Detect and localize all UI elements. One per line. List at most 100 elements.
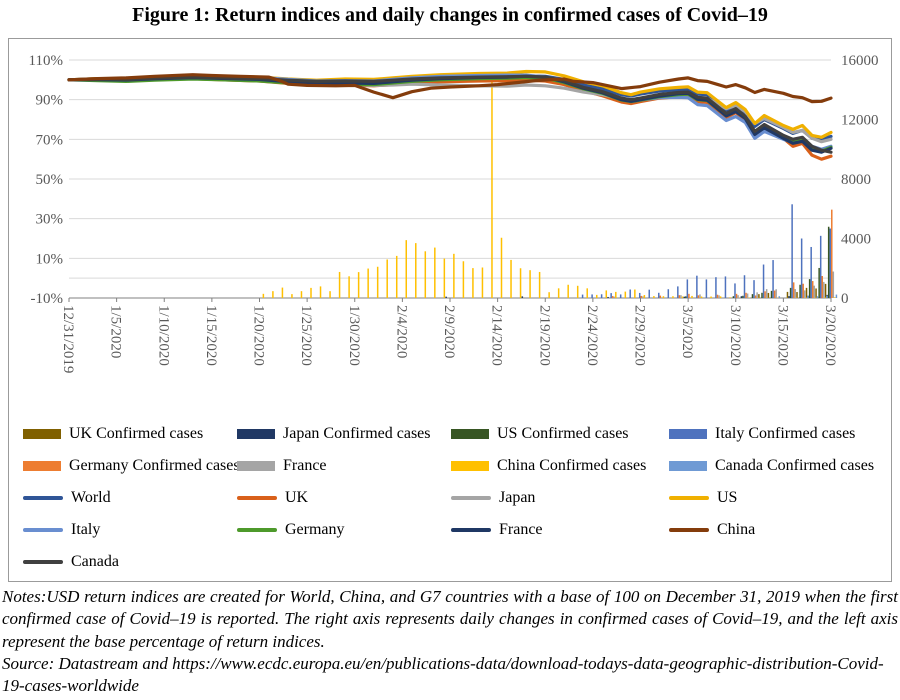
legend-label: Italy — [71, 520, 101, 538]
legend-label: World — [71, 488, 111, 506]
bar-italy-confirmed-cases — [677, 286, 679, 298]
bar-japan-confirmed-cases — [788, 296, 790, 298]
bar-china-confirmed-cases — [605, 290, 608, 298]
y-right-tick-label: 8000 — [841, 172, 871, 188]
legend-item: Japan Confirmed cases — [237, 424, 451, 443]
x-tick-label: 1/10/2020 — [155, 305, 171, 366]
bar-italy-confirmed-cases — [829, 228, 831, 298]
bar-japan-confirmed-cases — [607, 296, 609, 298]
bar-canada-confirmed-cases — [826, 295, 828, 298]
bar-germany-confirmed-cases — [659, 295, 662, 298]
bar-uk-confirmed-cases — [758, 294, 760, 298]
bar-china-confirmed-cases — [443, 258, 446, 298]
line-swatch-china — [669, 527, 709, 532]
line-swatch-italy — [23, 527, 63, 532]
bar-germany-confirmed-cases — [716, 294, 719, 298]
bar-china-confirmed-cases — [367, 268, 369, 298]
y-left-tick-label: 70% — [36, 132, 64, 148]
bar-germany-confirmed-cases — [773, 290, 776, 298]
bar-china-confirmed-cases — [462, 261, 465, 298]
bar-us-confirmed-cases — [808, 279, 811, 298]
y-right-tick-label: 4000 — [841, 232, 871, 248]
bar-uk-confirmed-cases — [786, 291, 789, 298]
bar-italy-confirmed-cases — [696, 275, 698, 298]
bar-swatch-germany-confirmed-cases — [23, 460, 61, 471]
bar-china-confirmed-cases — [434, 247, 436, 298]
bar-us-confirmed-cases — [761, 292, 763, 298]
legend-label: Germany — [285, 520, 345, 538]
bar-china-confirmed-cases — [567, 284, 569, 298]
legend-label: US Confirmed cases — [497, 424, 629, 442]
legend-item: UK Confirmed cases — [23, 424, 237, 443]
bar-china-confirmed-cases — [557, 288, 560, 298]
line-swatch-france — [451, 527, 491, 532]
bar-china-confirmed-cases — [643, 295, 646, 298]
bar-italy-confirmed-cases — [648, 289, 650, 298]
bar-italy-confirmed-cases — [658, 292, 660, 298]
bar-france — [823, 281, 825, 298]
x-tick-label: 1/25/2020 — [298, 305, 314, 366]
bar-germany-confirmed-cases — [792, 282, 795, 298]
bar-uk-confirmed-cases — [767, 292, 770, 298]
bar-italy-confirmed-cases — [791, 204, 793, 298]
bar-italy-confirmed-cases — [591, 294, 593, 298]
bar-china-confirmed-cases — [538, 271, 541, 298]
bar-china-confirmed-cases — [281, 287, 284, 298]
bar-china-confirmed-cases — [653, 296, 655, 298]
bar-italy-confirmed-cases — [772, 260, 774, 298]
figure-title: Figure 1: Return indices and daily chang… — [132, 4, 768, 26]
bar-canada-confirmed-cases — [835, 294, 838, 298]
legend-item: World — [23, 488, 237, 507]
bar-france — [613, 296, 615, 298]
bar-canada-confirmed-cases — [816, 296, 819, 298]
bar-germany-confirmed-cases — [745, 292, 747, 298]
bar-italy-confirmed-cases — [800, 238, 803, 298]
bar-china-confirmed-cases — [338, 271, 341, 298]
x-tick-label: 3/5/2020 — [679, 305, 695, 358]
bar-italy-confirmed-cases — [638, 292, 641, 298]
bar-france — [794, 289, 796, 298]
y-right-tick-label: 0 — [841, 291, 849, 307]
bar-china-confirmed-cases — [376, 266, 379, 298]
legend-item: France — [237, 456, 451, 475]
bar-us-confirmed-cases — [770, 290, 773, 298]
bar-france — [680, 295, 682, 298]
line-series-uk — [67, 76, 833, 161]
legend-label: France — [283, 456, 327, 474]
bar-france — [737, 295, 739, 298]
bar-china-confirmed-cases — [500, 237, 503, 298]
bar-china-confirmed-cases — [510, 259, 512, 298]
bar-swatch-china-confirmed-cases — [451, 460, 489, 471]
bar-china-confirmed-cases — [576, 285, 579, 298]
bar-france — [718, 295, 720, 298]
bar-italy-confirmed-cases — [581, 294, 584, 298]
bar-china-confirmed-cases — [519, 268, 522, 298]
bar-china-confirmed-cases — [805, 297, 808, 298]
bar-us-confirmed-cases — [827, 226, 830, 298]
y-right-tick-label: 12000 — [841, 113, 879, 129]
bar-italy-confirmed-cases — [724, 276, 727, 298]
bar-italy-confirmed-cases — [686, 279, 689, 298]
x-tick-label: 1/15/2020 — [203, 305, 219, 366]
chart-container: 110% 90% 70% 50% 30% 10% -10% 16000 12000 8000 400… — [8, 38, 892, 582]
line-swatch-uk — [237, 495, 277, 500]
bar-us-confirmed-cases — [818, 267, 820, 298]
bar-france — [765, 289, 768, 298]
y-left-tick-label: 90% — [36, 93, 64, 109]
bar-germany-confirmed-cases — [831, 209, 833, 298]
bar-italy-confirmed-cases — [762, 264, 765, 298]
bar-germany-confirmed-cases — [802, 283, 804, 298]
bar-china-confirmed-cases — [357, 272, 360, 298]
chart-plot: 110% 90% 70% 50% 30% 10% -10% 16000 12000 8000 400… — [29, 53, 879, 373]
legend-item: Japan — [451, 488, 669, 507]
legend-label: US — [717, 488, 738, 506]
y-right-tick-label: 16000 — [841, 53, 879, 69]
bar-italy-confirmed-cases — [753, 280, 755, 298]
legend-item: China Confirmed cases — [451, 456, 669, 475]
bar-china-confirmed-cases — [691, 295, 693, 298]
bar-china-confirmed-cases — [415, 243, 417, 298]
bar-china-confirmed-cases — [481, 267, 484, 298]
x-tick-label: 3/20/2020 — [822, 305, 838, 366]
bar-china-confirmed-cases — [491, 73, 493, 298]
x-tick-label: 2/9/2020 — [441, 305, 457, 358]
